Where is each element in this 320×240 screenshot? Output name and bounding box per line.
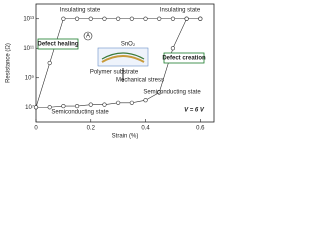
data-point (47, 60, 52, 66)
annotation-box (163, 52, 205, 64)
annotation-box (37, 38, 79, 50)
data-point (88, 102, 93, 107)
x-axis-label: Strain (%) (112, 134, 139, 140)
data-point (129, 100, 134, 105)
data-point (143, 16, 148, 21)
annotation: Insulating state (160, 8, 201, 14)
substrate (101, 55, 145, 63)
annotation: Mechanical stress (116, 78, 164, 84)
data-point (116, 100, 121, 105)
y-axis-label: Resistance (Ω) (6, 43, 12, 83)
annotation: Defect healing (37, 42, 78, 48)
inset (83, 31, 149, 82)
annotation: V = 6 V (184, 108, 205, 114)
data-point (47, 105, 52, 110)
data-point (170, 16, 176, 21)
data-point (157, 16, 162, 21)
annotation: Insulating state (60, 8, 101, 14)
data-point (157, 90, 162, 95)
data-point (74, 103, 80, 109)
data-point (143, 98, 148, 103)
ammeter (83, 31, 93, 41)
annotation: Semiconducting state (51, 110, 109, 116)
data-point (116, 16, 121, 21)
chart: 10⁷ 10⁹ 10¹¹ 10¹³ 0 0.2 0.4 0.6 Strain (%) Resist… (0, 0, 220, 140)
data-point (129, 16, 134, 21)
y-tick-label: 10¹³ (23, 16, 34, 22)
y-tick-label: 10¹¹ (23, 46, 34, 52)
data-point (102, 16, 107, 21)
annotation: A (86, 34, 90, 40)
data-point (170, 46, 176, 51)
film (101, 52, 145, 60)
data-point (33, 105, 39, 110)
plot-frame (35, 3, 215, 123)
annotation: Semiconducting state (143, 90, 201, 96)
data-point (61, 16, 66, 21)
data-point (88, 16, 93, 21)
annotation: SnO₂ (121, 42, 136, 48)
background (0, 0, 220, 140)
y-tick-label: 10⁷ (25, 104, 34, 111)
annotation: Polymer substrate (90, 70, 139, 76)
y-tick-label: 10⁹ (25, 74, 35, 81)
data-point (61, 103, 66, 109)
x-tick-label: 0.6 (196, 126, 205, 132)
data-point (74, 16, 80, 21)
data-point (102, 102, 107, 107)
data-point (198, 16, 203, 21)
x-tick-label: 0.2 (87, 126, 96, 132)
x-tick-label: 0 (34, 126, 38, 132)
annotation: Defect creation (162, 56, 206, 62)
x-tick-label: 0.4 (141, 126, 150, 132)
data-point (184, 16, 189, 21)
